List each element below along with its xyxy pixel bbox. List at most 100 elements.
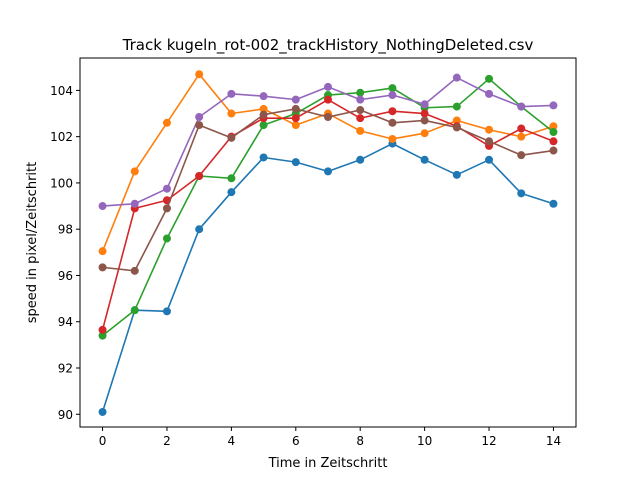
data-point-2-2 [162,234,171,243]
data-point-4-9 [388,91,397,100]
data-point-1-11 [452,116,461,125]
data-point-2-4 [227,174,236,183]
data-point-5-11 [452,123,461,132]
data-point-4-12 [485,89,494,98]
data-point-1-0 [98,247,107,256]
data-point-1-9 [388,134,397,143]
data-point-5-13 [517,151,526,160]
x-axis-label: Time in Zeitschritt [268,456,388,471]
x-tick-label: 2 [163,434,171,448]
data-point-0-4 [227,188,236,197]
data-point-1-3 [195,70,204,79]
data-point-5-6 [291,104,300,113]
data-point-5-10 [420,116,429,125]
y-tick-label: 96 [58,269,73,283]
y-tick-label: 98 [58,223,73,237]
x-tick-label: 6 [292,434,300,448]
data-point-1-14 [549,122,558,131]
x-tick-label: 14 [546,434,561,448]
plot-area [98,70,558,416]
data-point-0-0 [98,407,107,416]
data-point-5-8 [356,106,365,115]
data-point-4-14 [549,101,558,110]
data-point-4-2 [162,184,171,193]
data-point-0-8 [356,155,365,164]
data-point-4-6 [291,95,300,104]
data-point-4-7 [324,82,332,91]
data-point-2-9 [388,84,397,93]
data-point-4-5 [259,92,268,101]
data-point-4-13 [517,102,526,111]
data-point-3-0 [98,325,107,334]
data-point-4-3 [195,112,204,121]
x-tick-label: 8 [356,434,364,448]
data-point-2-5 [259,121,268,130]
data-point-4-8 [356,95,365,104]
data-point-4-11 [452,73,461,82]
x-tick-label: 0 [99,434,107,448]
data-point-2-12 [485,74,494,83]
data-point-1-4 [227,109,236,118]
data-point-5-14 [549,146,558,155]
data-point-2-14 [549,128,558,137]
data-point-2-8 [356,88,365,97]
series-line-3 [101,98,554,331]
data-point-5-1 [130,266,139,275]
y-tick-label: 94 [58,315,73,329]
data-point-1-2 [162,118,171,127]
chart-title: Track kugeln_rot-002_trackHistory_Nothin… [122,36,534,55]
data-point-5-9 [388,118,397,127]
data-point-0-14 [549,199,558,208]
data-point-1-5 [259,104,268,113]
data-point-0-5 [259,153,268,162]
data-point-1-6 [291,121,300,130]
y-tick-label: 100 [50,176,73,190]
series-line-0 [101,142,554,413]
x-tick-label: 10 [417,434,432,448]
data-point-5-3 [195,121,204,130]
data-point-1-10 [420,129,429,138]
data-point-5-12 [485,137,494,146]
data-point-1-13 [517,132,526,141]
data-point-3-7 [324,95,332,104]
data-point-3-14 [549,137,558,146]
data-point-0-10 [420,155,429,164]
data-point-4-1 [130,199,139,208]
y-tick-label: 104 [50,84,73,98]
data-point-4-0 [98,202,107,211]
data-point-4-10 [420,100,429,109]
y-tick-label: 102 [50,130,73,144]
data-point-3-3 [195,171,204,180]
y-axis: 90 92 94 96 98 100 102 104 [50,84,80,422]
data-point-3-6 [291,114,300,123]
x-axis: 0 2 4 6 8 10 12 14 [99,427,561,448]
y-tick-label: 92 [58,362,73,376]
x-tick-label: 12 [481,434,496,448]
plot-frame [79,57,577,428]
data-point-3-13 [517,124,526,133]
data-point-0-7 [324,167,332,176]
x-tick-label: 4 [228,434,236,448]
data-point-0-12 [485,155,494,164]
data-point-2-11 [452,102,461,111]
data-point-0-6 [291,158,300,167]
data-point-5-7 [324,112,332,121]
data-point-5-0 [98,263,107,272]
data-point-5-2 [162,204,171,213]
data-point-0-3 [195,225,204,234]
data-point-5-5 [259,110,268,119]
series-4 [98,73,558,211]
data-point-0-2 [162,307,171,316]
data-point-1-8 [356,126,365,135]
data-point-0-13 [517,189,526,198]
y-tick-label: 90 [58,408,73,422]
series-5 [98,104,558,275]
data-point-3-10 [420,109,429,118]
data-point-2-1 [130,306,139,315]
data-point-1-12 [485,125,494,134]
data-point-2-0 [98,331,107,340]
y-axis-label: speed in pixel/Zeitschritt [25,162,40,323]
data-point-5-4 [227,133,236,142]
data-point-3-9 [388,107,397,116]
